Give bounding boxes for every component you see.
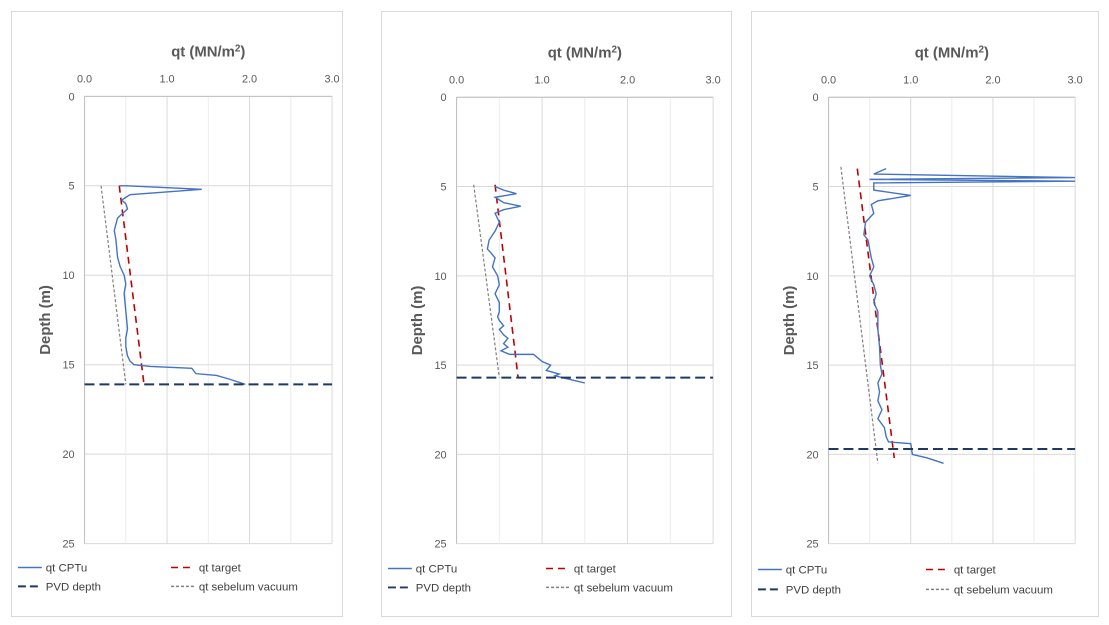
y-tick-label: 25 — [434, 539, 446, 551]
chart-panel-3: 0.0 1.0 2.0 3.0 0 5 10 15 20 25 qt (MN/m2) Depth (m… — [751, 11, 1099, 617]
x-tick-label: 3.0 — [324, 73, 339, 85]
y-tick-label: 10 — [62, 270, 74, 282]
y-tick-label: 5 — [69, 181, 75, 193]
y-tick-label: 0 — [813, 92, 819, 104]
x-tick-label: 0.0 — [77, 73, 92, 85]
chart-svg: 0.0 1.0 2.0 3.0 0 5 10 15 20 25 qt (MN/m2) Depth (m… — [757, 44, 1083, 596]
series-qt-target-line — [118, 185, 145, 385]
chart-panel-2: 0.0 1.0 2.0 3.0 0 5 10 15 20 25 qt (MN/m2) Depth (m… — [381, 11, 732, 617]
x-tick-label: 2.0 — [985, 74, 1000, 86]
y-tick-label: 20 — [434, 449, 446, 461]
legend-label: qt sebelum vacuum — [954, 584, 1053, 596]
x-tick-label: 1.0 — [159, 73, 174, 85]
y-tick-label: 20 — [806, 449, 818, 461]
y-tick-label: 25 — [62, 539, 74, 551]
y-axis-title: Depth (m) — [782, 286, 798, 356]
legend-label: PVD depth — [416, 582, 471, 594]
chart-svg: 0.0 1.0 2.0 3.0 0 5 10 15 20 25 qt (MN/m2) Depth (m… — [17, 43, 340, 593]
grid — [84, 95, 333, 545]
grid — [456, 96, 714, 545]
x-tick-label: 3.0 — [1068, 74, 1083, 86]
legend: qt CPTu qt target PVD depth qt sebelum vacu… — [757, 564, 1053, 596]
legend-label: qt target — [199, 562, 242, 574]
x-tick-label: 3.0 — [706, 74, 721, 86]
y-tick-label: 0 — [441, 92, 447, 104]
x-axis-title: qt (MN/m2) — [171, 43, 245, 61]
x-axis-title: qt (MN/m2) — [548, 44, 622, 62]
y-tick-label: 15 — [62, 360, 74, 372]
y-axis-title: Depth (m) — [410, 286, 426, 356]
legend-label: qt sebelum vacuum — [574, 582, 673, 594]
y-tick-label: 10 — [434, 271, 446, 283]
y-tick-label: 15 — [806, 360, 818, 372]
x-axis-title: qt (MN/m2) — [915, 44, 989, 61]
series-qt-cptu-line — [113, 185, 246, 386]
x-tick-label: 0.0 — [821, 74, 836, 86]
legend-label: qt CPTu — [416, 564, 457, 576]
legend-label: qt target — [954, 564, 997, 576]
y-tick-label: 25 — [806, 539, 818, 551]
x-tick-label: 2.0 — [242, 73, 257, 85]
y-tick-label: 20 — [62, 449, 74, 461]
y-tick-label: 10 — [806, 271, 818, 283]
y-tick-label: 5 — [441, 182, 447, 194]
series-qt-sebelum-vacuum-line — [473, 184, 500, 378]
legend-label: qt CPTu — [46, 562, 87, 574]
legend-label: qt sebelum vacuum — [199, 581, 298, 593]
x-tick-label: 2.0 — [620, 74, 635, 86]
x-tick-label: 1.0 — [903, 74, 918, 86]
x-tick-label: 1.0 — [534, 74, 549, 86]
chart-svg: 0.0 1.0 2.0 3.0 0 5 10 15 20 25 qt (MN/m2) Depth (m… — [387, 44, 721, 594]
chart-panel-1: 0.0 1.0 2.0 3.0 0 5 10 15 20 25 qt (MN/m2) Depth (m… — [11, 11, 343, 617]
series-qt-sebelum-vacuum-line — [100, 185, 127, 385]
y-tick-label: 5 — [813, 182, 819, 194]
legend: qt CPTu qt target PVD depth qt sebelum vacu… — [17, 562, 298, 593]
y-tick-label: 0 — [69, 91, 75, 103]
series-qt-cptu-line — [486, 185, 585, 384]
x-tick-label: 0.0 — [449, 74, 464, 86]
series-qt-sebelum-vacuum-line — [840, 166, 879, 464]
legend-label: PVD depth — [786, 584, 841, 596]
y-tick-label: 15 — [434, 360, 446, 372]
grid — [828, 96, 1076, 545]
y-axis-title: Depth (m) — [38, 285, 54, 355]
series-qt-cptu-line — [863, 168, 1076, 464]
legend-label: qt CPTu — [786, 564, 827, 576]
series-qt-target-line — [494, 184, 519, 378]
series-qt-target-line — [856, 168, 896, 459]
legend-label: qt target — [574, 564, 617, 576]
legend-label: PVD depth — [46, 581, 101, 593]
legend: qt CPTu qt target PVD depth qt sebelum vacu… — [387, 564, 673, 594]
